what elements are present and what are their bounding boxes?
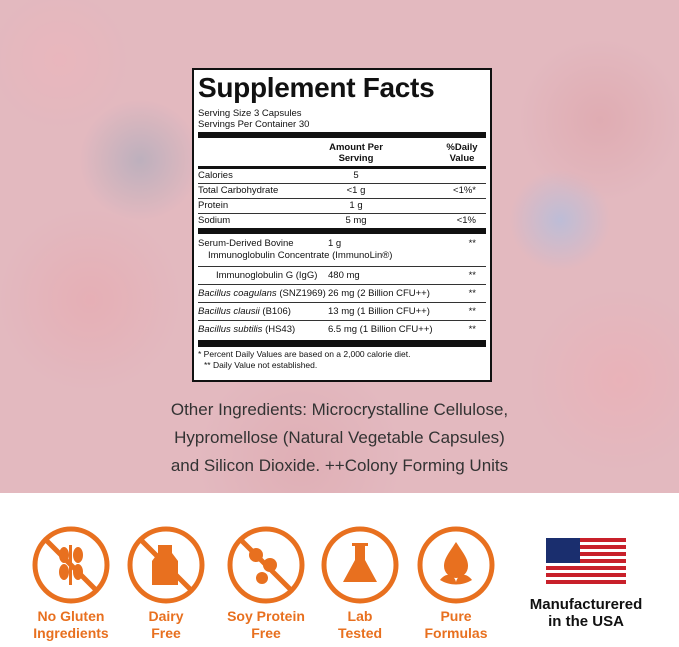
facts-header: Amount Per Serving %Daily Value xyxy=(198,140,486,169)
facts-row: Protein 1 g xyxy=(198,199,486,214)
amount-header: Amount Per Serving xyxy=(329,142,383,164)
row-amount: 13 mg (1 Billion CFU++) xyxy=(328,306,430,317)
other-ingredients: Other Ingredients: Microcrystalline Cell… xyxy=(0,396,679,480)
row-dv: ** xyxy=(468,324,476,335)
row-dv: ** xyxy=(468,270,476,281)
ingredient-row: Bacillus coagulans (SNZ1969) 26 mg (2 Bil… xyxy=(198,285,486,303)
row-name: Bacillus coagulans (SNZ1969) xyxy=(198,288,326,299)
row-amount: 1 g xyxy=(349,200,363,211)
rule xyxy=(198,132,486,138)
ingredient-row: Bacillus subtilis (HS43) 6.5 mg (1 Billio… xyxy=(198,321,486,338)
ingredients-line: Hypromellose (Natural Vegetable Capsules… xyxy=(174,428,505,447)
row-amount: 1 g xyxy=(328,238,342,249)
supplement-facts: Supplement Facts Serving Size 3 Capsules… xyxy=(192,68,492,382)
ingredient-name: Bacillus subtilis xyxy=(198,324,263,335)
row-name: Serum-Derived Bovine xyxy=(198,238,294,249)
footnotes: * Percent Daily Values are based on a 2,… xyxy=(198,349,486,371)
badge-line: Pure xyxy=(440,608,472,624)
row-amount: 5 xyxy=(353,170,359,181)
row-name: Protein xyxy=(198,200,229,211)
ingredient-row: Serum-Derived Bovine Immunoglobulin Conce… xyxy=(198,236,486,267)
ingredient-strain: (SNZ1969) xyxy=(279,288,326,299)
rule xyxy=(198,340,486,347)
facts-row: Calories 5 xyxy=(198,169,486,184)
rule xyxy=(198,228,486,234)
row-name: Calories xyxy=(198,170,233,181)
badge-line: Ingredients xyxy=(33,625,109,641)
badge-line: Free xyxy=(251,625,281,641)
row-name: Bacillus subtilis (HS43) xyxy=(198,324,295,335)
badge-line: Tested xyxy=(337,625,383,641)
ingredient-name: Immunoglobulin G (IgG) xyxy=(216,270,318,281)
badge-label: No Gluten Ingredients xyxy=(11,608,131,642)
badge-label: Soy Protein Free xyxy=(206,608,326,642)
badge-line: Manufacturered xyxy=(529,596,643,613)
servings-per-container: Servings Per Container 30 xyxy=(198,119,310,130)
badge-label: Lab Tested xyxy=(300,608,420,642)
facts-title: Supplement Facts xyxy=(198,72,435,103)
row-amount: 5 mg xyxy=(345,215,367,226)
row-dv: ** xyxy=(468,288,476,299)
row-dv: <1%* xyxy=(453,185,476,196)
row-amount: 26 mg (2 Billion CFU++) xyxy=(328,288,430,299)
footnote: ** Daily Value not established. xyxy=(204,360,318,370)
ingredient-row: Bacillus clausii (B106) 13 mg (1 Billion … xyxy=(198,303,486,321)
ingredient-strain: (HS43) xyxy=(265,324,296,335)
row-name: Sodium xyxy=(198,215,231,226)
row-dv: <1% xyxy=(456,215,476,226)
row-amount: 6.5 mg (1 Billion CFU++) xyxy=(328,324,433,335)
ingredients-line: Other Ingredients: Microcrystalline Cell… xyxy=(170,400,509,419)
ingredient-name: Bacillus clausii xyxy=(198,306,260,317)
row-name: Immunoglobulin G (IgG) xyxy=(198,270,317,281)
facts-row: Total Carbohydrate <1 g <1%* xyxy=(198,184,486,199)
row-name: Bacillus clausii (B106) xyxy=(198,306,291,317)
ingredient-name-2: Immunoglobulin Concentrate (ImmunoLin®) xyxy=(208,250,393,261)
badge-line: Dairy xyxy=(148,608,184,624)
ingredients-line: and Silicon Dioxide. ++Colony Forming Un… xyxy=(170,456,509,475)
ingredient-strain: (B106) xyxy=(262,306,291,317)
badge-line: Formulas xyxy=(424,625,488,641)
badge-line: No Gluten xyxy=(37,608,105,624)
badge-line: in the USA xyxy=(548,613,624,630)
badge-line: Lab xyxy=(347,608,373,624)
ingredient-name: Serum-Derived Bovine xyxy=(198,238,294,249)
dv-header: %Daily Value xyxy=(446,142,478,164)
row-dv: ** xyxy=(468,306,476,317)
facts-row: Sodium 5 mg <1% xyxy=(198,214,486,228)
ingredient-rows: Serum-Derived Bovine Immunoglobulin Conce… xyxy=(198,236,486,338)
badge-label: Pure Formulas xyxy=(396,608,516,642)
badge-label: Manufacturered in the USA xyxy=(526,596,646,630)
ingredient-row: Immunoglobulin G (IgG) 480 mg ** xyxy=(198,267,486,285)
row-amount: <1 g xyxy=(346,185,366,196)
row-amount: 480 mg xyxy=(328,270,360,281)
badge-label: Dairy Free xyxy=(106,608,226,642)
nutrient-rows: Calories 5 Total Carbohydrate <1 g <1%* Prote… xyxy=(198,169,486,228)
footnote: * Percent Daily Values are based on a 2,… xyxy=(198,349,411,359)
badge-line: Free xyxy=(151,625,181,641)
serving-size: Serving Size 3 Capsules xyxy=(198,108,302,119)
badge-line: Soy Protein xyxy=(227,608,305,624)
row-name: Total Carbohydrate xyxy=(198,185,279,196)
row-dv: ** xyxy=(468,238,476,249)
ingredient-name: Bacillus coagulans xyxy=(198,288,277,299)
